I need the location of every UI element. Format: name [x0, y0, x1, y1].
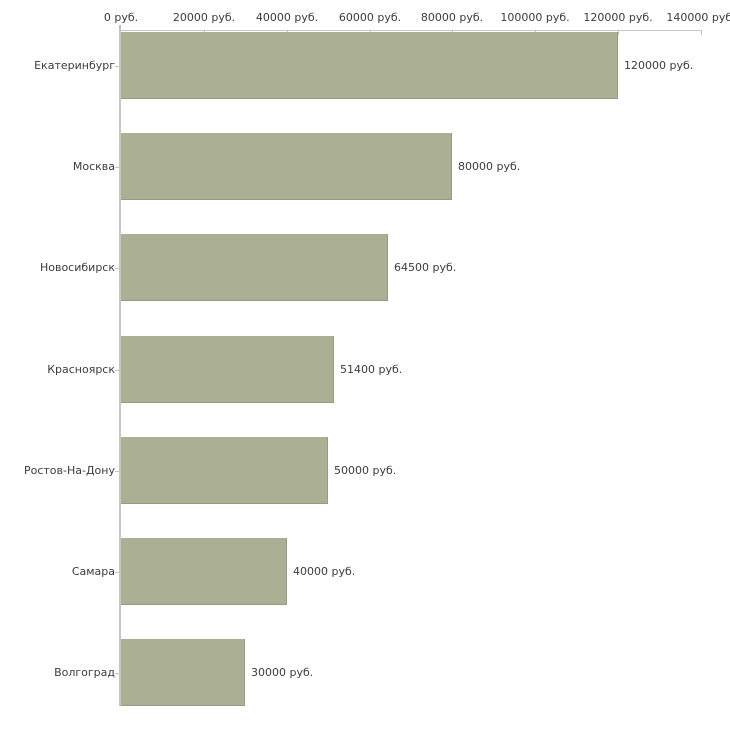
category-tick	[115, 471, 119, 472]
x-axis-tick-label: 140000 руб.	[666, 11, 730, 24]
category-label: Новосибирск	[39, 261, 115, 274]
category-tick	[115, 167, 119, 168]
category-tick	[115, 572, 119, 573]
value-label: 30000 руб.	[251, 666, 314, 679]
category-tick	[115, 673, 119, 674]
bar	[121, 234, 388, 301]
category-label: Москва	[72, 160, 115, 173]
y-axis-line	[119, 30, 121, 706]
x-axis-tick-label: 20000 руб.	[172, 11, 236, 24]
x-axis-tick	[618, 30, 619, 35]
category-label: Самара	[71, 565, 115, 578]
value-label: 50000 руб.	[334, 464, 397, 477]
category-tick	[115, 66, 119, 67]
bar	[121, 336, 334, 403]
x-axis-tick-label: 120000 руб.	[583, 11, 653, 24]
category-label: Красноярск	[47, 363, 115, 376]
category-label: Ростов-На-Дону	[23, 464, 115, 477]
category-label: Волгоград	[54, 666, 115, 679]
bar	[121, 133, 452, 200]
x-axis-line	[121, 30, 701, 31]
value-label: 40000 руб.	[293, 565, 356, 578]
value-label: 51400 руб.	[340, 363, 403, 376]
x-axis-tick-label: 0 руб.	[103, 11, 139, 24]
value-label: 120000 руб.	[624, 59, 694, 72]
value-label: 64500 руб.	[394, 261, 457, 274]
bar	[121, 437, 328, 504]
x-axis-tick	[701, 30, 702, 35]
category-label: Екатеринбург	[34, 59, 115, 72]
category-tick	[115, 268, 119, 269]
x-axis-tick-label: 60000 руб.	[338, 11, 402, 24]
value-label: 80000 руб.	[458, 160, 521, 173]
bar	[121, 538, 287, 605]
bar	[121, 639, 245, 706]
x-axis-tick-label: 80000 руб.	[420, 11, 484, 24]
category-tick	[115, 370, 119, 371]
bar	[121, 32, 618, 99]
x-axis-tick-label: 100000 руб.	[500, 11, 570, 24]
axis-endcap-tick	[119, 25, 121, 30]
x-axis-tick-label: 40000 руб.	[255, 11, 319, 24]
